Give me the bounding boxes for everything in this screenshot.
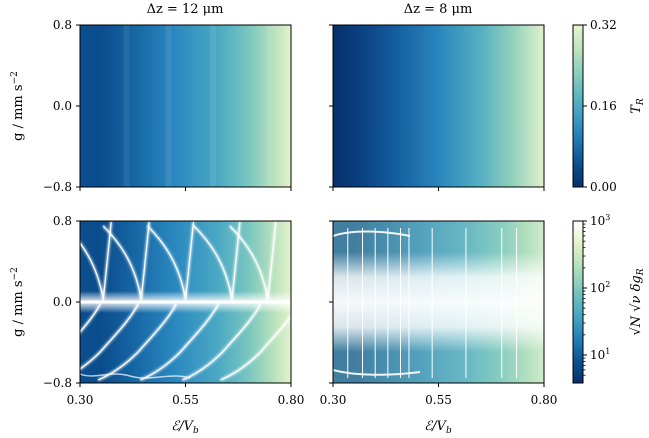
ytick-label: 0.0 bbox=[53, 99, 72, 113]
cb-bottom-tick: 101 bbox=[590, 347, 610, 362]
title-left: Δz = 12 μm bbox=[147, 2, 224, 17]
ylabel-top: g / mm s−2 bbox=[10, 71, 26, 141]
band bbox=[123, 25, 130, 187]
resonance-line bbox=[102, 221, 150, 301]
resonance-lines-bottom-right bbox=[333, 221, 544, 383]
xtick-label: 0.55 bbox=[425, 393, 452, 407]
heatmap-top-left bbox=[80, 25, 291, 187]
colorbar-top: 0.32 0.16 0.00 TR bbox=[572, 18, 646, 194]
resonance-line bbox=[333, 230, 411, 237]
y-axis-bottom-left: 0.8 0.0 −0.8 bbox=[43, 214, 80, 390]
xlabel-right: ℰ/Vb bbox=[424, 419, 452, 436]
resonance-line bbox=[220, 315, 291, 381]
x-axis-bottom-right: 0.30 0.55 0.80 bbox=[320, 383, 558, 407]
xtick-label: 0.80 bbox=[278, 393, 305, 407]
x-axis-bottom-left: 0.30 0.55 0.80 bbox=[67, 383, 305, 407]
ylabel-bottom: g / mm s−2 bbox=[10, 267, 26, 337]
resonance-line bbox=[229, 221, 277, 301]
resonance-line bbox=[147, 221, 195, 301]
cb-bottom-tick: 103 bbox=[590, 213, 610, 228]
resonance-line bbox=[193, 221, 241, 301]
heatmap-top-right bbox=[333, 25, 544, 187]
ytick-label: −0.8 bbox=[43, 376, 72, 390]
colorbar-top-label: TR bbox=[629, 98, 646, 114]
resonance-lines-bottom-left bbox=[80, 221, 291, 382]
ytick-label: 0.0 bbox=[53, 295, 72, 309]
panel-bottom-right bbox=[332, 220, 545, 384]
cb-bottom-tick: 102 bbox=[590, 280, 610, 295]
xtick-label: 0.80 bbox=[531, 393, 558, 407]
x-axis-top-marks bbox=[79, 187, 545, 191]
resonance-line bbox=[80, 373, 191, 379]
xlabel-left: ℰ/Vb bbox=[171, 419, 199, 436]
resonance-line bbox=[80, 221, 112, 301]
colorbar-bottom-label: √N √ν δgR bbox=[629, 268, 646, 335]
ytick-label: −0.8 bbox=[43, 180, 72, 194]
ytick-label: 0.8 bbox=[53, 214, 72, 228]
resonance-line bbox=[333, 369, 421, 376]
y-axis-right-marks bbox=[329, 24, 333, 384]
band bbox=[209, 25, 216, 187]
panel-top-left bbox=[79, 24, 292, 188]
cb-top-tick: 0.32 bbox=[590, 18, 617, 32]
colorbar-bottom: 103 102 101 √N √ν δgR bbox=[572, 213, 646, 384]
g-zero-band bbox=[333, 252, 544, 352]
resonance-line bbox=[140, 303, 219, 381]
cb-top-tick: 0.16 bbox=[590, 99, 617, 113]
colorbar-top-scale bbox=[572, 24, 584, 188]
ytick-label: 0.8 bbox=[53, 18, 72, 32]
panel-bottom-left bbox=[79, 220, 292, 384]
title-right: Δz = 8 μm bbox=[404, 2, 473, 17]
resonance-line bbox=[80, 303, 139, 370]
resonance-line bbox=[182, 303, 262, 381]
cb-top-tick: 0.00 bbox=[590, 180, 617, 194]
xtick-label: 0.55 bbox=[172, 393, 199, 407]
colorbar-bottom-minor-ticks bbox=[583, 223, 586, 376]
band bbox=[266, 25, 273, 187]
xtick-label: 0.30 bbox=[67, 393, 94, 407]
panel-top-right bbox=[332, 24, 545, 188]
vertical-bands-top-left bbox=[123, 25, 273, 187]
colorbar-bottom-scale bbox=[572, 220, 584, 384]
xtick-label: 0.30 bbox=[320, 393, 347, 407]
band bbox=[165, 25, 172, 187]
resonance-line bbox=[80, 303, 101, 333]
y-axis-top-left: 0.8 0.0 −0.8 bbox=[43, 18, 80, 194]
